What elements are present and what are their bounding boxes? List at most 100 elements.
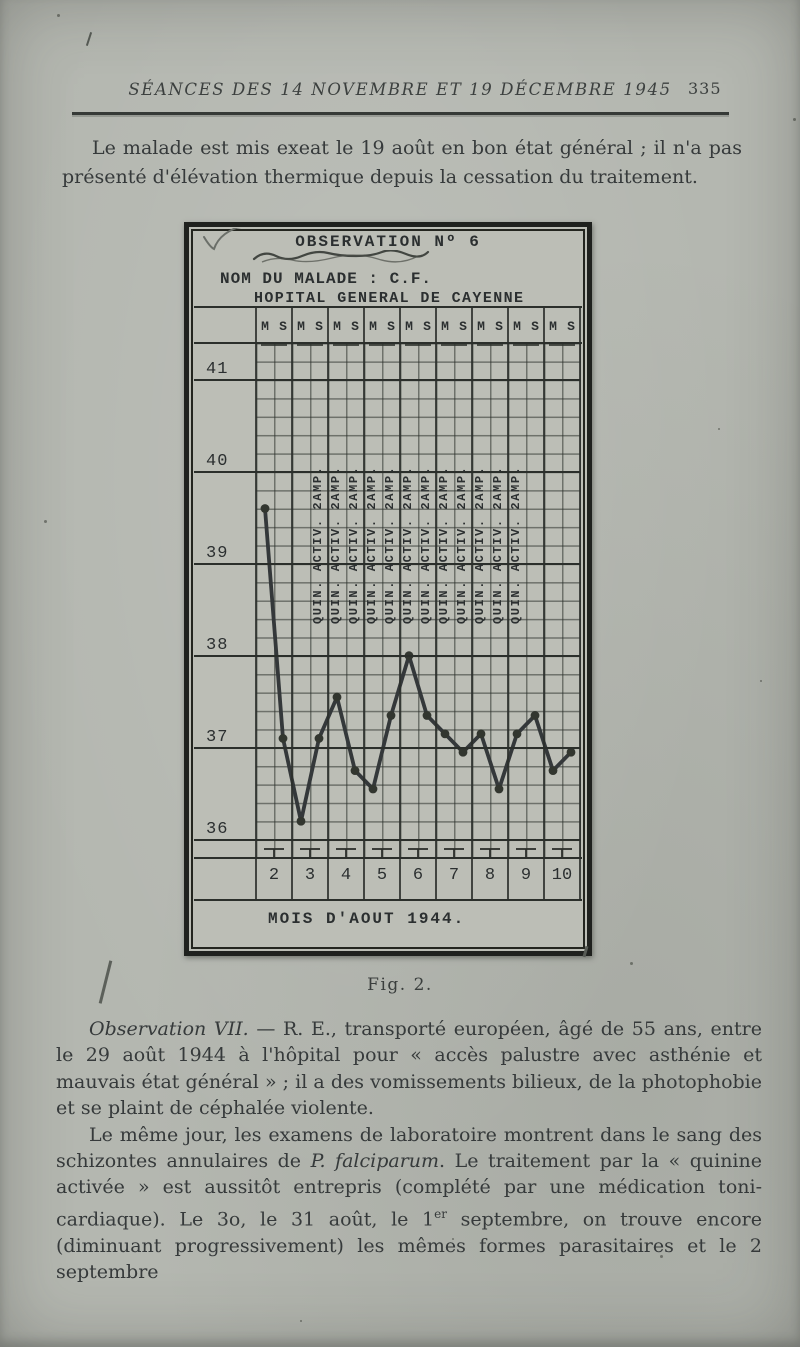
paper-speck [44,520,47,523]
column-header-s: S [387,319,395,334]
paper-speck [300,1320,302,1322]
treatment-label: QUIN. ACTIV. 2AMP. [347,465,361,624]
header-rule [72,112,729,115]
observation-paragraph-1: Observation VII. — R. E., transporté eur… [56,1016,762,1122]
tick-serif-top [405,344,431,346]
column-header-m: M [477,319,485,334]
day-label: 10 [551,866,573,885]
tick-stub [453,849,455,858]
day-label: 2 [268,866,280,885]
tick-stub [525,849,527,858]
tick-stub [381,849,383,858]
day-boundary-line [399,307,401,900]
column-header-s: S [495,319,503,334]
day-boundary-line [579,307,581,900]
paper-speck [452,1238,454,1240]
treatment-label: QUIN. ACTIV. 2AMP. [455,465,469,624]
column-header-m: M [441,319,449,334]
degree-gridline [194,746,580,749]
tick-serif-top [477,344,503,346]
column-header-s: S [315,319,323,334]
tick-serif-top [441,344,467,346]
treatment-label: QUIN. ACTIV. 2AMP. [509,465,523,624]
treatment-label: QUIN. ACTIV. 2AMP. [437,465,451,624]
scribble-strikethrough [252,250,430,263]
degree-gridline [194,654,580,657]
chart-frame-line [194,342,582,344]
day-label: 4 [340,866,352,885]
paper-speck [718,428,720,430]
tick-stub [273,849,275,858]
treatment-label: QUIN. ACTIV. 2AMP. [311,465,325,624]
day-boundary-line [471,307,473,900]
degree-gridline [194,562,580,565]
column-header-m: M [261,319,269,334]
chart-title: OBSERVATION Nº 6 [295,233,481,251]
treatment-label: QUIN. ACTIV. 2AMP. [329,465,343,624]
day-boundary-line [363,307,365,900]
day-boundary-line [291,307,293,900]
treatment-label: QUIN. ACTIV. 2AMP. [401,465,415,624]
handwritten-check-icon [203,228,242,251]
y-axis-label: 39 [206,543,229,563]
tick-serif-top [513,344,539,346]
chart-frame-line [194,899,582,901]
chart-frame-line [194,857,582,859]
tick-stub [561,849,563,858]
tick-serif-top [549,344,575,346]
chart-inner-border: OBSERVATION Nº 6 NOM DU MALADE : C.F. HO… [191,228,585,949]
column-header-s: S [567,319,575,334]
chart-hospital-name: HOPITAL GENERAL DE CAYENNE [254,290,525,307]
treatment-label: QUIN. ACTIV. 2AMP. [419,465,433,624]
running-head-title: SÉANCES DES 14 NOVEMBRE ET 19 DÉCEMBRE 1… [128,80,672,99]
degree-gridline [194,378,580,381]
tick-stub [489,849,491,858]
column-header-m: M [405,319,413,334]
page-number: 335 [688,79,722,98]
day-boundary-line [507,307,509,900]
paper-speck [630,962,633,965]
species-name: P. falciparum [310,1150,440,1173]
tick-serif-top [297,344,323,346]
column-header-s: S [423,319,431,334]
paper-speck [57,14,60,17]
tick-stub [309,849,311,858]
paper-speck [793,118,796,121]
y-axis-label: 41 [206,359,229,379]
observation-section: Observation VII. — R. E., transporté eur… [56,1016,762,1285]
column-header-m: M [369,319,377,334]
day-label: 6 [412,866,424,885]
observation-lead: Observation VII. [89,1018,249,1040]
tick-serif-top [333,344,359,346]
day-label: 9 [520,866,532,885]
day-label: 3 [304,866,316,885]
intro-paragraph: Le malade est mis exeat le 19 août en bo… [62,137,742,188]
column-header-m: M [297,319,305,334]
treatment-label: QUIN. ACTIV. 2AMP. [365,465,379,624]
observation-body: — R. E., transporté européen, âgé de 55 … [56,1018,762,1120]
x-axis-footer: MOIS D'AOUT 1944. [268,910,466,928]
tick-serif-top [369,344,395,346]
day-label: 7 [448,866,460,885]
column-header-m: M [333,319,341,334]
tick-serif-top [261,344,287,346]
y-axis-label: 38 [206,635,229,655]
column-header-s: S [279,319,287,334]
chart-patient-name: NOM DU MALADE : C.F. [220,270,433,288]
day-boundary-line [327,307,329,900]
paper-speck [660,1255,663,1258]
column-header-m: M [549,319,557,334]
column-header-s: S [351,319,359,334]
column-header-m: M [513,319,521,334]
treatment-label: QUIN. ACTIV. 2AMP. [473,465,487,624]
tick-stub [417,849,419,858]
column-header-s: S [531,319,539,334]
chart-frame-line [194,306,582,308]
observation-paragraph-2: Le même jour, les examens de laboratoire… [56,1123,762,1283]
day-label: 5 [376,866,388,885]
y-axis-label: 40 [206,451,229,471]
figure-caption: Fig. 2. [367,975,433,995]
y-axis-label: 36 [206,819,229,839]
day-boundary-line [435,307,437,900]
fever-chart-figure: OBSERVATION Nº 6 NOM DU MALADE : C.F. HO… [184,222,592,956]
